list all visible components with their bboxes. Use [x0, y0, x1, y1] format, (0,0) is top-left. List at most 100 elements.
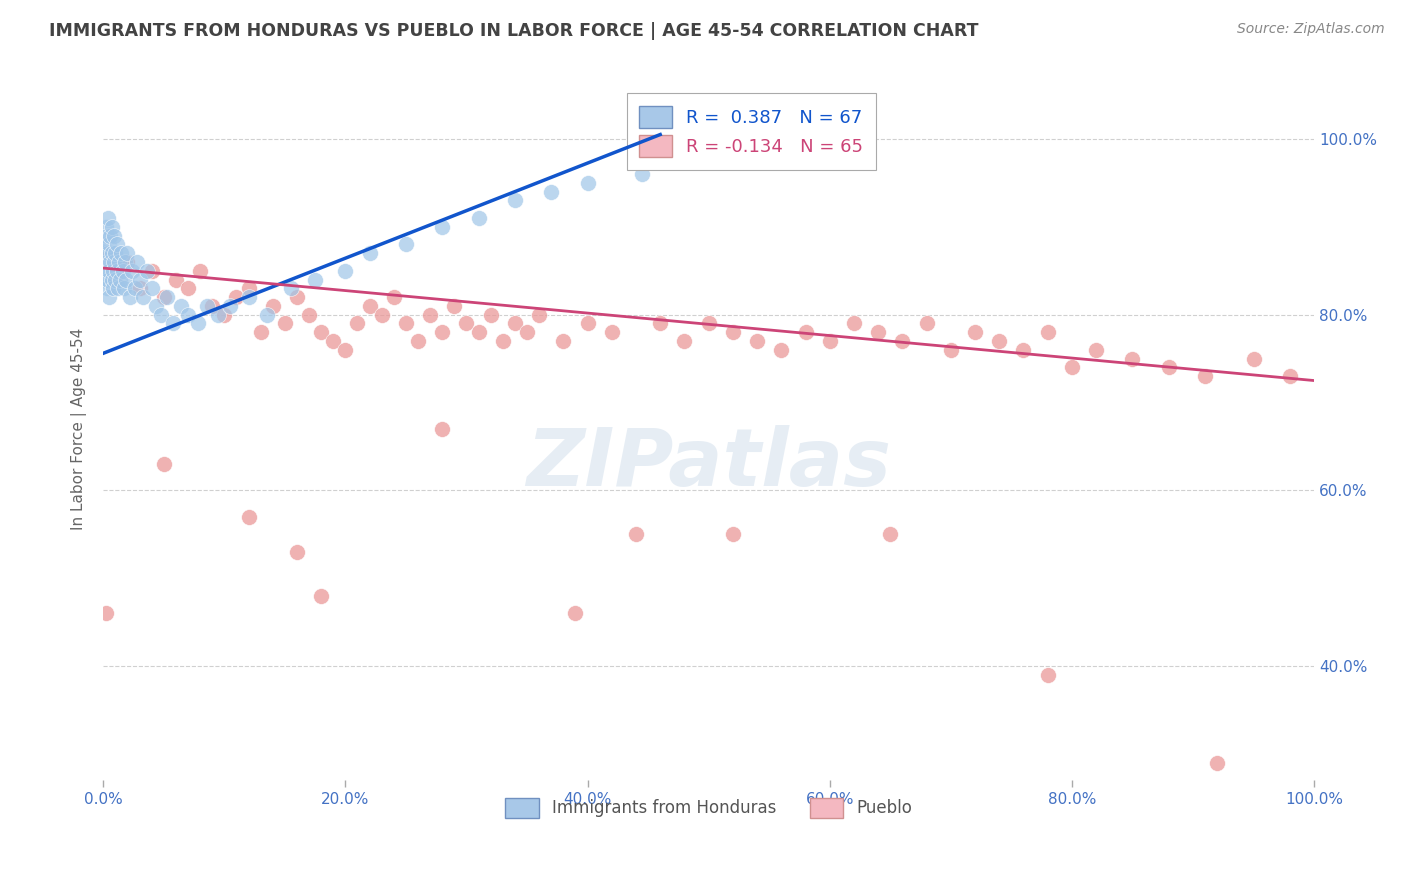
Point: [1194, 369, 1216, 384]
Point: [335, 264, 357, 278]
Point: [697, 317, 720, 331]
Point: [794, 325, 817, 339]
Point: [298, 308, 321, 322]
Point: [322, 334, 344, 348]
Point: [564, 607, 586, 621]
Point: [891, 334, 914, 348]
Point: [98, 264, 121, 278]
Point: [721, 527, 744, 541]
Point: [128, 272, 150, 286]
Point: [156, 290, 179, 304]
Point: [540, 185, 562, 199]
Point: [370, 308, 392, 322]
Point: [467, 325, 489, 339]
Point: [673, 334, 696, 348]
Point: [721, 325, 744, 339]
Point: [818, 334, 841, 348]
Point: [141, 281, 163, 295]
Point: [600, 325, 623, 339]
Point: [1036, 668, 1059, 682]
Point: [745, 334, 768, 348]
Point: [177, 308, 200, 322]
Point: [118, 290, 141, 304]
Point: [170, 299, 193, 313]
Point: [98, 290, 121, 304]
Point: [100, 219, 122, 234]
Point: [94, 264, 117, 278]
Point: [201, 299, 224, 313]
Point: [395, 237, 418, 252]
Point: [207, 308, 229, 322]
Point: [97, 246, 120, 260]
Point: [111, 264, 134, 278]
Point: [432, 422, 454, 436]
Point: [335, 343, 357, 357]
Point: [631, 167, 654, 181]
Point: [195, 299, 218, 313]
Point: [503, 317, 526, 331]
Point: [274, 317, 297, 331]
Point: [104, 272, 127, 286]
Point: [112, 281, 135, 295]
Point: [395, 317, 418, 331]
Point: [419, 308, 441, 322]
Point: [238, 290, 260, 304]
Point: [152, 457, 174, 471]
Point: [770, 343, 793, 357]
Point: [346, 317, 368, 331]
Point: [219, 299, 242, 313]
Point: [309, 325, 332, 339]
Point: [249, 325, 271, 339]
Point: [238, 509, 260, 524]
Point: [553, 334, 575, 348]
Point: [516, 325, 538, 339]
Point: [467, 211, 489, 225]
Point: [262, 299, 284, 313]
Point: [108, 255, 131, 269]
Point: [576, 317, 599, 331]
Point: [107, 281, 129, 295]
Point: [650, 317, 672, 331]
Y-axis label: In Labor Force | Age 45-54: In Labor Force | Age 45-54: [72, 327, 87, 530]
Point: [165, 272, 187, 286]
Point: [121, 264, 143, 278]
Point: [963, 325, 986, 339]
Point: [256, 308, 278, 322]
Point: [225, 290, 247, 304]
Point: [94, 607, 117, 621]
Point: [1121, 351, 1143, 366]
Point: [1206, 756, 1229, 770]
Point: [479, 308, 502, 322]
Point: [110, 246, 132, 260]
Point: [114, 255, 136, 269]
Point: [382, 290, 405, 304]
Point: [1060, 360, 1083, 375]
Point: [93, 272, 115, 286]
Point: [503, 194, 526, 208]
Point: [94, 246, 117, 260]
Point: [124, 281, 146, 295]
Point: [187, 317, 209, 331]
Point: [309, 589, 332, 603]
Point: [103, 228, 125, 243]
Point: [624, 527, 647, 541]
Point: [96, 255, 118, 269]
Point: [443, 299, 465, 313]
Point: [152, 290, 174, 304]
Point: [304, 272, 326, 286]
Point: [97, 211, 120, 225]
Legend: Immigrants from Honduras, Pueblo: Immigrants from Honduras, Pueblo: [499, 791, 918, 825]
Point: [103, 255, 125, 269]
Point: [141, 264, 163, 278]
Point: [104, 246, 127, 260]
Point: [456, 317, 478, 331]
Point: [117, 255, 139, 269]
Point: [1243, 351, 1265, 366]
Point: [105, 264, 128, 278]
Point: [93, 246, 115, 260]
Point: [101, 264, 124, 278]
Point: [108, 272, 131, 286]
Point: [868, 325, 890, 339]
Text: ZIPatlas: ZIPatlas: [526, 425, 891, 503]
Point: [98, 237, 121, 252]
